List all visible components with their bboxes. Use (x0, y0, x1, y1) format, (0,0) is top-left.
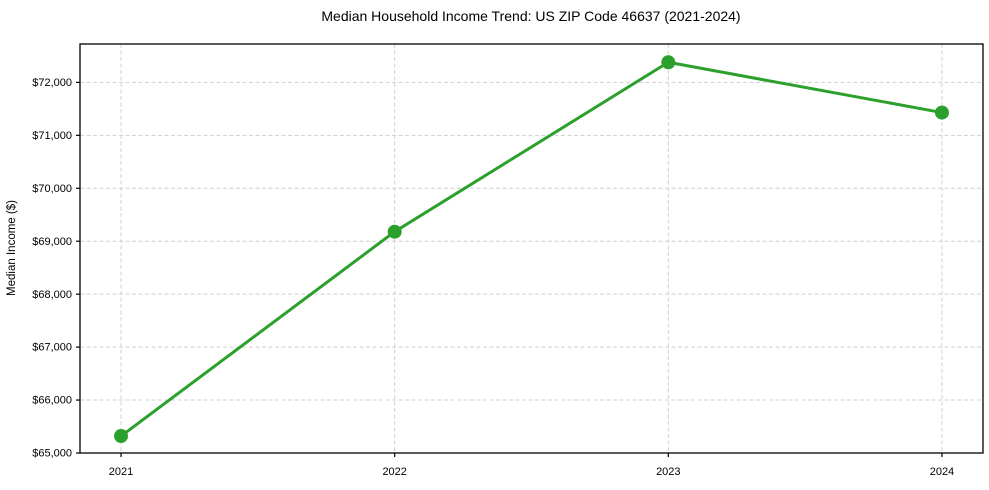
y-tick-label: $67,000 (32, 342, 72, 354)
y-tick-label: $70,000 (32, 183, 72, 195)
x-tick-label: 2023 (656, 466, 680, 478)
data-point (114, 429, 129, 444)
x-tick-label: 2021 (109, 466, 133, 478)
plot-border (79, 43, 984, 454)
y-tick-label: $69,000 (32, 236, 72, 248)
data-point (387, 224, 402, 239)
chart-title: Median Household Income Trend: US ZIP Co… (321, 8, 740, 24)
data-point (934, 105, 949, 120)
y-tick-label: $65,000 (32, 448, 72, 460)
x-tick-label: 2024 (930, 466, 954, 478)
trend-line (119, 60, 944, 438)
y-tick-label: $66,000 (32, 395, 72, 407)
y-tick-label: $72,000 (32, 77, 72, 89)
data-point (661, 55, 676, 70)
plot-area: $65,000 $66,000 $67,000 $68,000 $69,000 $70,0… (32, 43, 984, 478)
y-axis-label: Median Income ($) (6, 200, 18, 296)
y-tick-label: $71,000 (32, 130, 72, 142)
x-tick-label: 2022 (382, 466, 406, 478)
y-tick-label: $68,000 (32, 289, 72, 301)
